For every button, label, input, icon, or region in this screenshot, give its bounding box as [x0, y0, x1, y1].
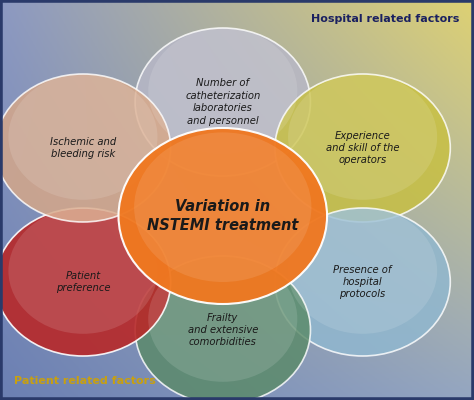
Circle shape [135, 28, 310, 176]
Circle shape [135, 256, 310, 400]
Circle shape [275, 208, 450, 356]
Text: Hospital related factors: Hospital related factors [311, 14, 460, 24]
Circle shape [148, 28, 297, 154]
Circle shape [9, 208, 157, 334]
Circle shape [9, 74, 157, 200]
Text: Presence of
hospital
protocols: Presence of hospital protocols [333, 265, 392, 299]
Circle shape [134, 132, 311, 282]
Circle shape [288, 74, 437, 200]
Text: Number of
catheterization
laboratories
and personnel: Number of catheterization laboratories a… [185, 78, 261, 126]
Circle shape [0, 74, 171, 222]
Text: Patient
preference: Patient preference [56, 271, 110, 293]
Text: Variation in
NSTEMI treatment: Variation in NSTEMI treatment [147, 198, 299, 234]
Text: Experience
and skill of the
operators: Experience and skill of the operators [326, 130, 400, 166]
Circle shape [0, 208, 171, 356]
Text: Ischemic and
bleeding risk: Ischemic and bleeding risk [50, 137, 116, 159]
Circle shape [148, 256, 297, 382]
Text: Frailty
and extensive
comorbidities: Frailty and extensive comorbidities [188, 313, 258, 347]
Circle shape [275, 74, 450, 222]
Circle shape [118, 128, 327, 304]
Circle shape [288, 208, 437, 334]
Text: Patient related factors: Patient related factors [14, 376, 156, 386]
